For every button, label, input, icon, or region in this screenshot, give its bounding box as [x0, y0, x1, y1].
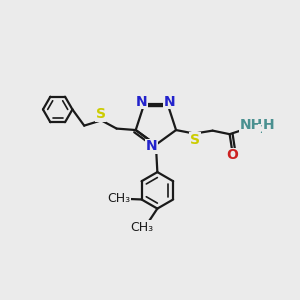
Text: N: N — [146, 140, 157, 154]
Text: N: N — [136, 94, 148, 109]
Text: H: H — [263, 118, 275, 132]
Text: O: O — [226, 148, 238, 162]
Text: CH₃: CH₃ — [130, 220, 154, 234]
Text: NH: NH — [239, 118, 263, 132]
Text: N: N — [164, 94, 176, 109]
Text: CH₃: CH₃ — [108, 192, 131, 206]
Text: S: S — [190, 133, 200, 147]
Text: S: S — [96, 107, 106, 121]
Text: 2: 2 — [259, 125, 266, 135]
